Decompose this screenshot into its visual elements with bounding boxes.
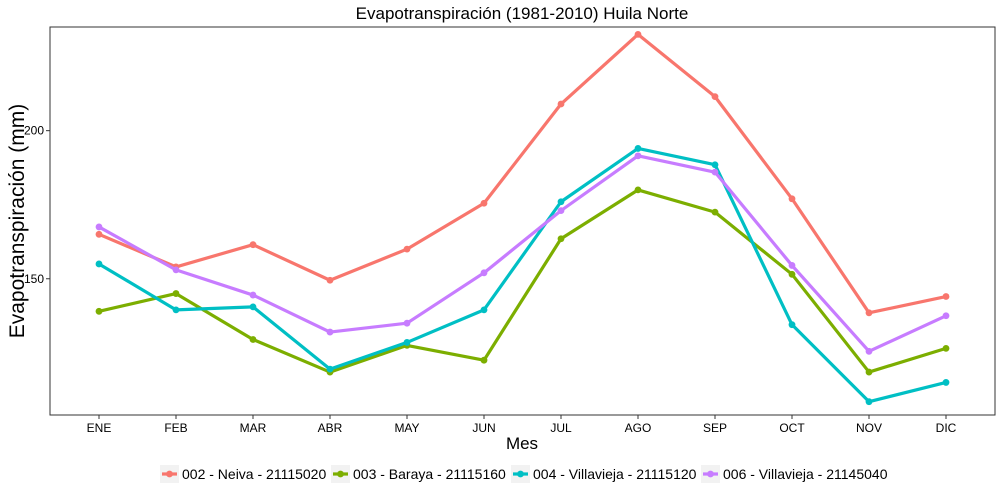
data-point — [711, 168, 719, 176]
data-point — [557, 235, 565, 243]
x-tick-label: MAY — [394, 421, 419, 435]
x-tick-label: DIC — [936, 421, 957, 435]
data-point — [865, 347, 873, 355]
data-point — [788, 262, 796, 269]
series-3 — [95, 145, 950, 406]
legend-label: 003 - Baraya - 21115160 — [353, 466, 506, 482]
legend-item: 002 - Neiva - 21115020 — [160, 465, 326, 483]
data-point — [480, 199, 488, 207]
data-point — [711, 208, 719, 216]
plot-panel-border — [49, 26, 996, 416]
legend-key-point — [166, 470, 173, 478]
data-point — [788, 321, 796, 329]
legend-key-point — [707, 470, 714, 478]
data-point — [865, 368, 873, 376]
data-point — [711, 161, 719, 169]
legend-key-point — [517, 470, 524, 478]
data-point — [480, 269, 488, 277]
series-line — [97, 154, 948, 353]
data-point — [557, 207, 565, 215]
data-point — [865, 309, 873, 317]
data-point — [942, 344, 950, 352]
data-point — [711, 93, 719, 101]
y-axis-title: Evapotranspiración (mm) — [6, 104, 29, 339]
legend-item: 006 - Villavieja - 21145040 — [701, 465, 888, 483]
y-tick-label: 200 — [24, 124, 44, 138]
legend-label: 004 - Villavieja - 21115120 — [533, 466, 697, 482]
data-point — [788, 270, 796, 278]
data-point — [403, 339, 411, 346]
x-axis-title: Mes — [506, 434, 538, 453]
data-point — [480, 356, 488, 364]
data-point — [172, 290, 180, 297]
legend-item: 003 - Baraya - 21115160 — [331, 465, 506, 483]
data-point — [172, 306, 180, 314]
x-tick-label: ENE — [87, 421, 112, 435]
data-point — [942, 379, 950, 386]
data-point — [634, 152, 642, 160]
data-point — [480, 306, 488, 314]
data-point — [249, 336, 257, 343]
series-line — [97, 32, 948, 315]
data-point — [95, 223, 103, 231]
data-point — [95, 260, 103, 268]
x-tick-label: OCT — [779, 421, 805, 435]
x-tick-label: NOV — [856, 421, 882, 435]
chart-title: Evapotranspiración (1981-2010) Huila Nor… — [356, 4, 689, 23]
legend-item: 004 - Villavieja - 21115120 — [511, 465, 697, 483]
data-point — [942, 312, 950, 320]
data-point — [249, 291, 257, 299]
x-tick-label: FEB — [164, 421, 187, 435]
data-point — [557, 198, 565, 206]
x-tick-label: JUN — [472, 421, 495, 435]
x-tick-label: ABR — [318, 421, 343, 435]
data-point — [865, 398, 873, 406]
data-point — [249, 241, 257, 249]
data-point — [403, 245, 411, 253]
legend-label: 002 - Neiva - 21115020 — [182, 466, 326, 482]
x-tick-label: MAR — [240, 421, 267, 435]
x-tick-label: SEP — [703, 421, 727, 435]
legend-label: 006 - Villavieja - 21145040 — [723, 466, 888, 482]
data-point — [788, 195, 796, 203]
data-point — [942, 293, 950, 300]
series-4 — [95, 152, 950, 355]
series-1 — [95, 31, 950, 317]
x-tick-label: JUL — [550, 421, 572, 435]
data-point — [95, 307, 103, 315]
y-tick-label: 150 — [24, 272, 44, 286]
data-point — [326, 276, 334, 284]
data-point — [95, 230, 103, 238]
series-line — [97, 146, 948, 404]
data-point — [634, 186, 642, 194]
data-point — [634, 31, 642, 38]
data-point — [403, 319, 411, 327]
legend: 002 - Neiva - 21115020 003 - Baraya - 211… — [160, 465, 888, 483]
series-2 — [95, 186, 950, 376]
data-point — [557, 100, 565, 108]
data-point — [326, 365, 334, 373]
series-line — [97, 188, 948, 374]
legend-key-point — [337, 470, 344, 478]
x-tick-label: AGO — [625, 421, 652, 435]
data-point — [326, 328, 334, 336]
data-point — [172, 266, 180, 274]
data-point — [634, 145, 642, 152]
data-point — [249, 303, 257, 311]
